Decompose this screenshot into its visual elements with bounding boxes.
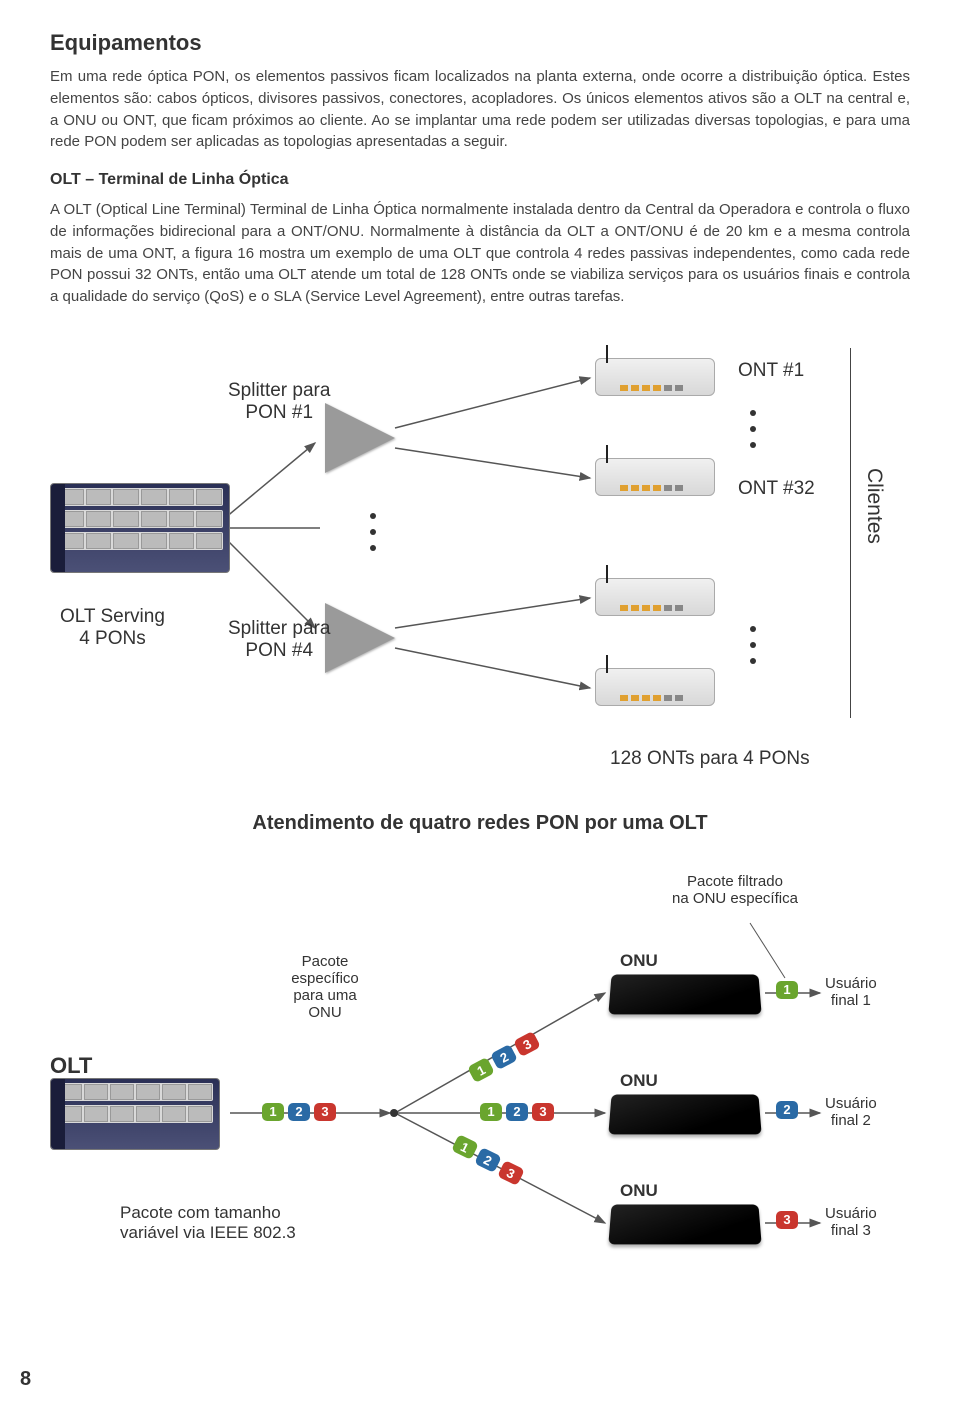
dots-icon (750, 410, 756, 448)
ont1-label: ONT #1 (738, 360, 804, 382)
packet-badge-2: 2 (506, 1103, 528, 1121)
dots-icon (750, 626, 756, 664)
packet-badge-3: 3 (532, 1103, 554, 1121)
diagram2-lines (50, 853, 910, 1253)
packet-badge-1: 1 (480, 1103, 502, 1121)
ont-device-icon (595, 668, 715, 706)
ont-device-icon (595, 458, 715, 496)
intro-paragraph: Em uma rede óptica PON, os elementos pas… (50, 66, 910, 153)
dots-icon (370, 513, 376, 551)
pacote-tamanho-label: Pacote com tamanhovariável via IEEE 802.… (120, 1203, 360, 1243)
onu-label: ONU (620, 951, 658, 971)
packet-badge-3: 3 (314, 1103, 336, 1121)
pacote-especifico-label: Pacoteespecíficopara umaONU (270, 953, 380, 1021)
user3-label: Usuáriofinal 3 (825, 1205, 877, 1239)
onu-device-icon (608, 974, 761, 1014)
olt-paragraph: A OLT (Optical Line Terminal) Terminal d… (50, 199, 910, 308)
split-node (390, 1109, 398, 1117)
ont-device-icon (595, 358, 715, 396)
diagram1-caption: Atendimento de quatro redes PON por uma … (50, 812, 910, 835)
onu-device-icon (608, 1094, 761, 1134)
splitter1-label: Splitter paraPON #1 (228, 380, 330, 424)
ont32-label: ONT #32 (738, 478, 815, 500)
splitter-icon (325, 603, 395, 673)
footer-128-label: 128 ONTs para 4 PONs (610, 748, 810, 770)
page-number: 8 (20, 1368, 31, 1391)
section-title-olt: OLT – Terminal de Linha Óptica (50, 171, 910, 189)
diagram-olt-pon: Splitter paraPON #1 ONT #1 ONT #32 Clien… (50, 328, 910, 788)
out-badge-1: 1 (776, 981, 798, 999)
onu-device-icon (608, 1204, 761, 1244)
pacote-filtrado-label: Pacote filtradona ONU específica (645, 873, 825, 907)
onu-label: ONU (620, 1181, 658, 1201)
olt-label: OLT (50, 1053, 92, 1079)
olt-serving-label: OLT Serving4 PONs (60, 606, 165, 650)
bracket-line (850, 348, 851, 718)
olt-device-icon (50, 1078, 220, 1150)
out-badge-2: 2 (776, 1101, 798, 1119)
packet-badge-2: 2 (288, 1103, 310, 1121)
page-title: Equipamentos (50, 30, 910, 56)
user1-label: Usuáriofinal 1 (825, 975, 877, 1009)
user2-label: Usuáriofinal 2 (825, 1095, 877, 1129)
splitter4-label: Splitter paraPON #4 (228, 618, 330, 662)
out-badge-3: 3 (776, 1211, 798, 1229)
packet-badge-1: 1 (262, 1103, 284, 1121)
diagram-packet-flow: OLT Pacoteespecíficopara umaONU Pacote f… (50, 853, 910, 1253)
clientes-label: Clientes (862, 468, 886, 544)
onu-label: ONU (620, 1071, 658, 1091)
splitter-icon (325, 403, 395, 473)
ont-device-icon (595, 578, 715, 616)
olt-device-icon (50, 483, 230, 573)
